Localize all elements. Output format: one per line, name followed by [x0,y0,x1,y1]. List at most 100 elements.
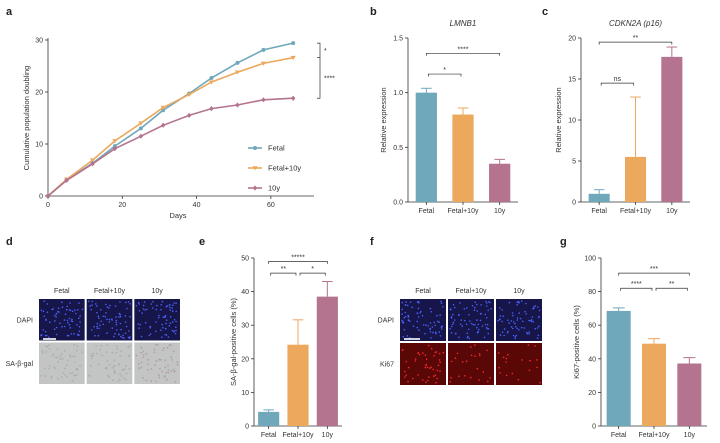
panel-label-a: a [6,6,13,18]
cell-nucleus [531,316,534,318]
cell-nucleus [484,323,487,326]
cell-nucleus [72,355,74,358]
cell-nucleus [405,360,408,363]
cell-nucleus [99,348,101,351]
cell-nucleus [485,300,487,303]
x-tick-label: Fetal+10y [620,208,651,215]
cell-nucleus [426,366,429,369]
cell-nucleus [119,301,121,303]
cell-nucleus [169,304,171,306]
cell-nucleus [401,349,404,351]
cell-nucleus [452,323,454,326]
row-label: DAPI [17,317,33,324]
cell-nucleus [436,314,438,317]
cell-nucleus [461,361,464,363]
row-label: DAPI [378,318,394,325]
y-tick-label: 30 [241,323,249,330]
bar-Fetal [415,92,437,202]
cell-nucleus [170,370,173,372]
cell-nucleus [478,352,481,355]
cell-nucleus [421,314,424,317]
cell-nucleus [174,381,177,383]
significance-label: ** [281,266,287,273]
cell-nucleus [422,324,425,326]
cell-nucleus [480,304,482,306]
cell-nucleus [519,317,522,320]
cell-nucleus [119,355,122,357]
cell-nucleus [432,368,435,371]
cell-nucleus [160,329,162,332]
cell-nucleus [514,336,516,338]
cell-nucleus [114,332,116,335]
cell-nucleus [441,325,444,328]
cell-nucleus [100,320,102,323]
cell-nucleus [138,367,141,370]
cell-nucleus [517,378,520,381]
cell-nucleus [61,301,63,304]
cell-nucleus [404,311,407,314]
cell-nucleus [516,319,518,321]
cell-nucleus [501,331,504,334]
cell-nucleus [96,352,98,355]
cell-nucleus [45,351,47,353]
cell-nucleus [172,350,175,353]
cell-nucleus [63,319,66,321]
cell-nucleus [526,331,528,334]
cell-nucleus [97,334,100,337]
cell-nucleus [112,379,114,382]
cell-nucleus [95,345,98,347]
cell-nucleus [499,372,501,374]
cell-nucleus [487,328,490,330]
y-axis-label: SA-β-gal-positive cells (%) [229,297,238,386]
cell-nucleus [466,307,468,309]
cell-nucleus [76,374,78,376]
cell-nucleus [439,361,442,364]
y-tick-label: 10 [241,390,249,397]
bar-Fetal+10y [624,156,647,202]
sa-beta-gal-bar-chart: 0 10 20 30 40 50 SA-β-gal-positive cells (%) Fe… [229,254,342,439]
cell-nucleus [454,319,456,321]
cell-nucleus [115,316,117,318]
cell-nucleus [59,354,61,357]
cell-nucleus [148,334,150,337]
cell-nucleus [175,329,177,332]
x-tick-label: Fetal+10y [639,432,670,439]
cell-nucleus [429,307,432,310]
sa-beta-gal-micrograph-grid: Fetal Fetal+10y 10y DAPI SA-β-gal [6,288,180,384]
cell-nucleus [402,335,405,338]
cell-nucleus [172,368,175,371]
data-point [64,177,69,183]
growth-curve-chart: 0 10 20 30 0 20 40 60 Days Cumulative population … [22,38,335,221]
cell-nucleus [516,301,518,304]
cell-nucleus [137,301,140,304]
cell-nucleus [90,354,92,357]
significance-bracket [317,57,321,99]
cell-nucleus [533,306,535,308]
cell-nucleus [140,335,143,338]
cell-nucleus [44,334,47,337]
bar-10y [677,363,702,426]
cell-nucleus [450,308,452,311]
cell-nucleus [425,364,427,367]
data-point [138,121,144,126]
cell-nucleus [478,379,480,381]
cell-nucleus [167,371,170,374]
cell-nucleus [404,370,406,373]
cell-nucleus [401,313,403,315]
cell-nucleus [161,336,163,339]
cell-nucleus [105,303,107,306]
significance-label: ns [614,76,622,83]
cell-nucleus [42,329,44,331]
cell-nucleus [536,337,539,339]
cell-nucleus [476,310,479,312]
cell-nucleus [470,354,473,357]
cell-nucleus [158,358,161,361]
cell-nucleus [149,333,152,335]
panel-label-f: f [370,236,374,248]
cell-nucleus [43,300,45,302]
cell-nucleus [477,328,480,331]
lmnb1-bar-chart: 0.0 0.5 1.0 1.5 Relative expression LMNB1 Feta… [379,19,518,215]
cell-nucleus [50,376,53,379]
cell-nucleus [458,375,460,378]
